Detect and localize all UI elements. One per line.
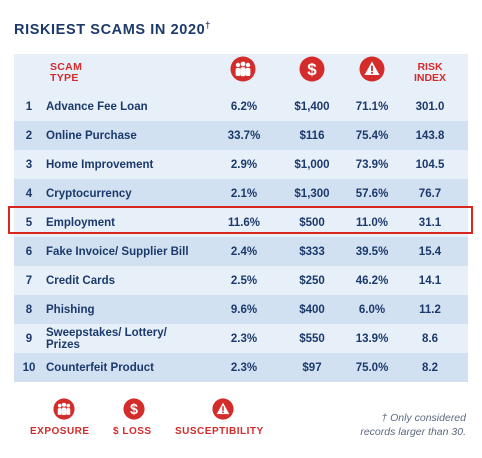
row-number: 7	[25, 274, 33, 287]
highlight-box	[8, 206, 473, 234]
page-title: RISKIEST SCAMS IN 2020†	[14, 20, 211, 38]
header-scam-type-line1: SCAM	[50, 61, 83, 73]
risk-index-value: 15.4	[418, 245, 442, 258]
scam-type: Sweepstakes/ Lottery/ Prizes	[46, 326, 167, 351]
table-row: 4 Cryptocurrency 2.1% $1,300 57.6% 76.7	[14, 179, 468, 208]
susceptibility-value: 39.5%	[355, 245, 389, 258]
table-row: 3 Home Improvement 2.9% $1,000 73.9% 104…	[14, 150, 468, 179]
table-row: 1 Advance Fee Loan 6.2% $1,400 71.1% 301…	[14, 92, 468, 121]
loss-value: $400	[299, 303, 325, 316]
exposure-value: 33.7%	[227, 129, 261, 142]
legend-dollar-circle-icon: $	[123, 398, 145, 420]
legend-susceptibility-label: SUSCEPTIBILITY	[175, 426, 264, 437]
row-number: 5	[25, 216, 33, 229]
scam-type: Advance Fee Loan	[46, 100, 148, 113]
exposure-value: 11.6%	[228, 216, 260, 229]
loss-value: $1,300	[294, 187, 330, 200]
row-number: 3	[25, 158, 33, 171]
table-header: SCAM TYPE $ RISK INDEX	[14, 54, 468, 92]
svg-text:$: $	[307, 60, 317, 79]
exposure-value: 2.9%	[230, 158, 258, 171]
susceptibility-value: 46.2%	[355, 274, 389, 287]
table-row: 7 Credit Cards 2.5% $250 46.2% 14.1	[14, 266, 468, 295]
exposure-value: 9.6%	[230, 303, 258, 316]
row-number: 10	[22, 361, 36, 374]
header-scam-type: SCAM TYPE	[50, 62, 82, 84]
loss-value: $250	[299, 274, 325, 287]
loss-value: $500	[299, 216, 325, 229]
scam-type: Employment	[46, 216, 116, 229]
header-risk-index: RISK INDEX	[400, 62, 460, 84]
exposure-value: 2.3%	[230, 361, 258, 374]
loss-value: $1,000	[294, 158, 330, 171]
table-row: 2 Online Purchase 33.7% $116 75.4% 143.8	[14, 121, 468, 150]
title-dagger: †	[205, 20, 211, 30]
row-number: 1	[25, 100, 33, 113]
risk-index-value: 8.6	[422, 332, 438, 345]
loss-value: $550	[299, 332, 325, 345]
susceptibility-value: 75.0%	[355, 361, 389, 374]
susceptibility-value: 13.9%	[355, 332, 389, 345]
susceptibility-value: 73.9%	[355, 158, 389, 171]
scam-type: Cryptocurrency	[46, 187, 132, 200]
scam-type: Fake Invoice/ Supplier Bill	[46, 245, 189, 258]
risk-index-value: 31.1	[418, 216, 442, 229]
risk-index-value: 104.5	[415, 158, 445, 171]
loss-value: $1,400	[294, 100, 330, 113]
scam-type: Home Improvement	[46, 158, 154, 171]
row-number: 4	[25, 187, 33, 200]
loss-value: $333	[299, 245, 325, 258]
people-group-icon	[230, 56, 256, 82]
legend-warning-triangle-icon	[212, 398, 234, 420]
exposure-value: 2.5%	[230, 274, 258, 287]
scam-type: Credit Cards	[46, 274, 116, 287]
scam-type: Phishing	[46, 303, 95, 316]
susceptibility-value: 11.0%	[356, 216, 388, 229]
risk-index-value: 11.2	[419, 303, 441, 316]
row-number: 2	[25, 129, 33, 142]
exposure-value: 2.3%	[230, 332, 258, 345]
legend-loss-label: $ LOSS	[113, 426, 152, 437]
susceptibility-value: 75.4%	[355, 129, 389, 142]
header-risk-line2: INDEX	[413, 72, 447, 84]
svg-text:$: $	[130, 402, 138, 418]
legend-people-group-icon	[53, 398, 75, 420]
susceptibility-value: 6.0%	[358, 303, 386, 316]
scam-type: Online Purchase	[46, 129, 137, 142]
susceptibility-value: 71.1%	[355, 100, 389, 113]
row-number: 6	[25, 245, 33, 258]
susceptibility-value: 57.6%	[355, 187, 389, 200]
risk-index-value: 143.8	[415, 129, 445, 142]
scam-type: Counterfeit Product	[46, 361, 154, 374]
loss-value: $116	[299, 129, 325, 142]
exposure-value: 2.4%	[230, 245, 258, 258]
legend-exposure-label: EXPOSURE	[30, 426, 90, 437]
title-text: RISKIEST SCAMS IN 2020	[14, 21, 206, 38]
footnote: † Only considered records larger than 30…	[316, 411, 466, 439]
table-row: 10 Counterfeit Product 2.3% $97 75.0% 8.…	[14, 353, 468, 382]
footnote-line1: † Only considered	[381, 412, 466, 424]
scams-table: SCAM TYPE $ RISK INDEX 1 Adv	[14, 54, 468, 382]
footnote-line2: records larger than 30.	[360, 426, 466, 438]
header-risk-line1: RISK	[417, 61, 443, 73]
table-row: 8 Phishing 9.6% $400 6.0% 11.2	[14, 295, 468, 324]
warning-triangle-icon	[359, 56, 385, 82]
risk-index-value: 76.7	[418, 187, 442, 200]
row-number: 8	[25, 303, 33, 316]
exposure-value: 6.2%	[230, 100, 258, 113]
exposure-value: 2.1%	[230, 187, 258, 200]
risk-index-value: 14.1	[418, 274, 442, 287]
loss-value: $97	[302, 361, 322, 374]
table-row: 9 Sweepstakes/ Lottery/ Prizes 2.3% $550…	[14, 324, 468, 353]
risk-index-value: 8.2	[422, 361, 438, 374]
risk-index-value: 301.0	[415, 100, 445, 113]
row-number: 9	[25, 332, 33, 345]
dollar-circle-icon: $	[299, 56, 325, 82]
header-scam-type-line2: TYPE	[50, 72, 79, 84]
table-row: 6 Fake Invoice/ Supplier Bill 2.4% $333 …	[14, 237, 468, 266]
table-row-highlighted: 5 Employment 11.6% $500 11.0% 31.1	[14, 208, 468, 237]
